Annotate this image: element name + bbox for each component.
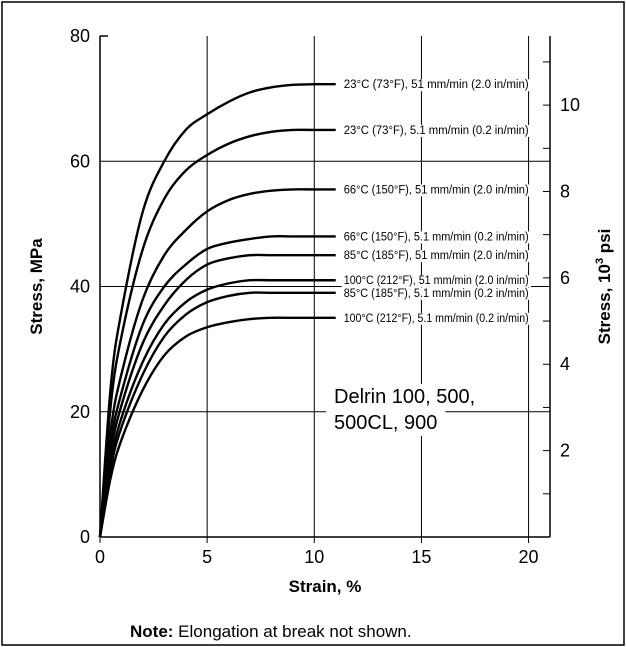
series-label-bg [341, 250, 531, 263]
note-text: Elongation at break not shown. [173, 622, 412, 641]
y2-tick-label: 8 [560, 181, 570, 201]
y-tick-label: 60 [70, 151, 90, 171]
x-tick-label: 10 [304, 547, 324, 567]
y-axis-title: Stress, MPa [27, 238, 46, 335]
y2-axis-title-main: Stress, 10 [595, 264, 614, 344]
series-label-3: 66°C (150°F), 51 mm/min (2.0 in/min) [344, 184, 529, 196]
y2-tick-label: 4 [560, 354, 570, 374]
series-label-bg [341, 79, 531, 92]
note: Note: Elongation at break not shown. [130, 622, 412, 642]
y2-axis-title: Stress, 103 psi [594, 229, 614, 345]
y-tick-label: 80 [70, 26, 90, 46]
x-tick-label: 20 [519, 547, 539, 567]
series-line-7 [98, 291, 336, 538]
series-line-4 [98, 235, 336, 538]
annotation-bg [326, 410, 446, 436]
series-label-6: 100°C (212°F), 51 mm/min (2.0 in/min) [344, 275, 529, 287]
x-tick-label: 5 [202, 547, 212, 567]
y2-tick-label: 6 [560, 268, 570, 288]
x-tick-label: 15 [411, 547, 431, 567]
series-label-bg [341, 231, 531, 244]
annotation-line-2: 500CL, 900 [334, 412, 437, 434]
series-line-1 [98, 82, 336, 538]
series-label-5: 85°C (185°F), 51 mm/min (2.0 in/min) [344, 250, 529, 262]
y2-axis-title-tail: psi [595, 229, 614, 258]
series-label-bg [341, 287, 531, 300]
y2-tick-label: 2 [560, 441, 570, 461]
series-line-8 [98, 316, 336, 538]
x-axis-title: Strain, % [289, 577, 362, 596]
series-line-5 [98, 253, 336, 538]
x-tick-label: 0 [95, 547, 105, 567]
y2-tick-label: 10 [560, 95, 580, 115]
y-tick-label: 20 [70, 402, 90, 422]
series-line-6 [98, 278, 336, 538]
y2-axis-title-sup: 3 [594, 258, 606, 264]
annotation-line-1: Delrin 100, 500, [334, 386, 475, 408]
series-label-7: 85°C (185°F), 5.1 mm/min (0.2 in/min) [344, 288, 529, 300]
y-tick-label: 0 [80, 527, 90, 547]
series-line-2 [98, 128, 336, 538]
annotation-bg [326, 384, 484, 410]
series-label-1: 23°C (73°F), 51 mm/min (2.0 in/min) [344, 79, 529, 91]
series-label-bg [341, 312, 531, 325]
series-label-8: 100°C (212°F), 5.1 mm/min (0.2 in/min) [344, 313, 529, 325]
note-label: Note: [130, 622, 174, 641]
series-label-bg [341, 184, 531, 197]
series-label-bg [341, 275, 531, 288]
y-tick-label: 40 [70, 277, 90, 297]
series-label-4: 66°C (150°F), 5.1 mm/min (0.2 in/min) [344, 231, 529, 243]
series-label-bg [341, 124, 531, 137]
series-line-3 [98, 188, 336, 538]
series-label-2: 23°C (73°F), 5.1 mm/min (0.2 in/min) [344, 125, 529, 137]
